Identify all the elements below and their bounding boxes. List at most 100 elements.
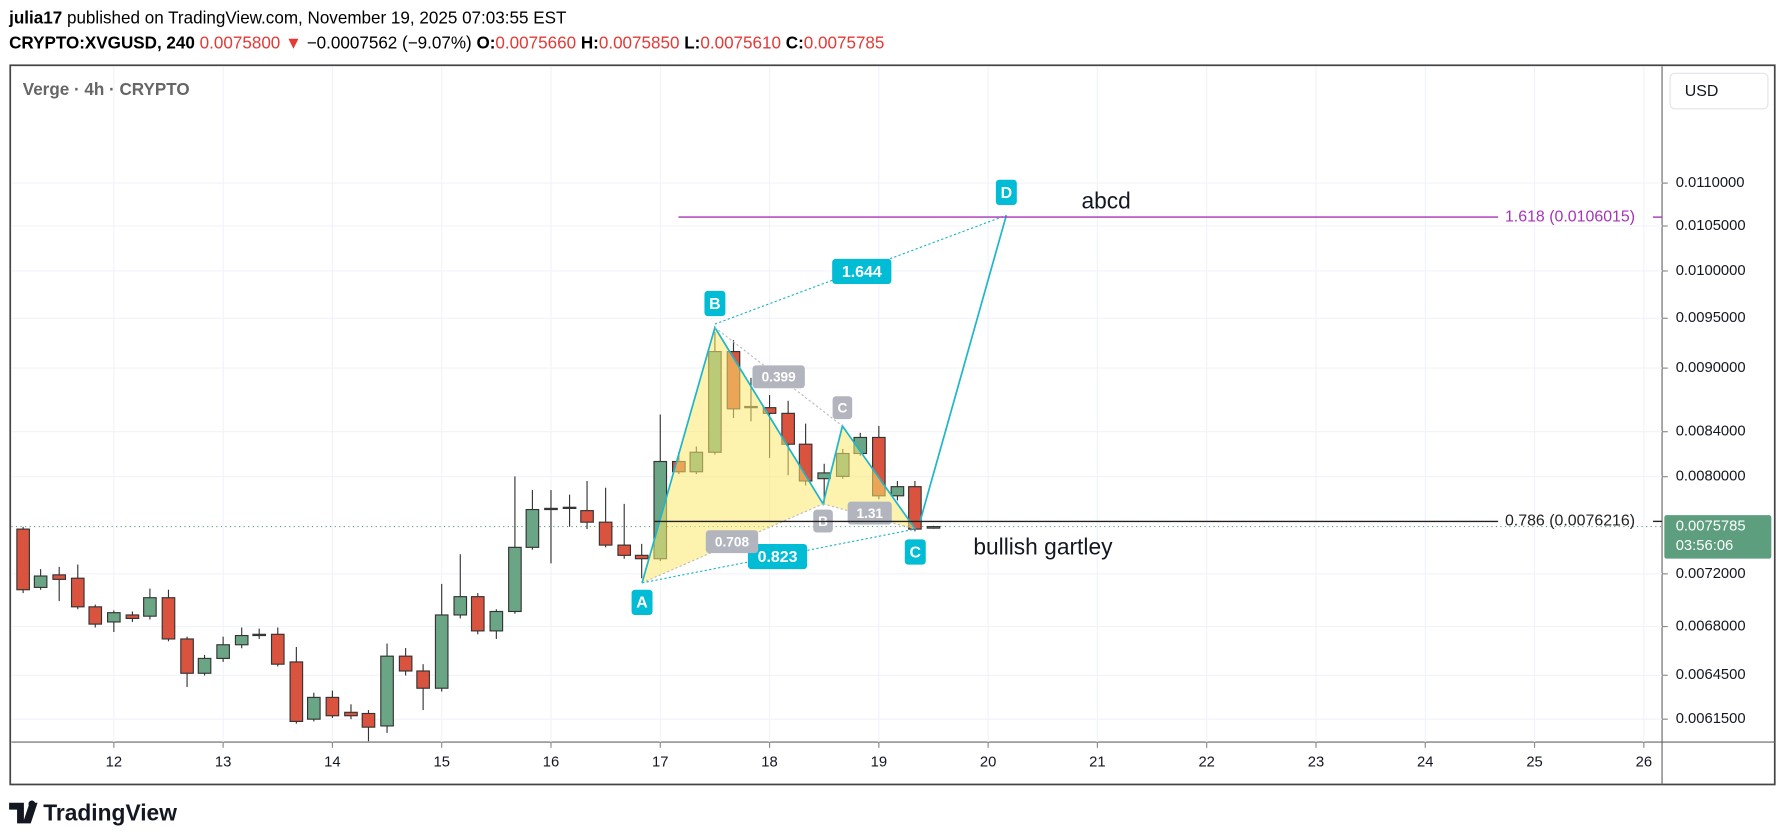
candle-body <box>270 633 285 665</box>
x-tick-label: 17 <box>652 755 668 771</box>
level-label: 1.618 (0.0106015) <box>1505 208 1635 225</box>
candle-body <box>781 412 795 445</box>
candle-body <box>216 644 230 659</box>
label-text: C <box>910 544 922 561</box>
candle-body <box>197 657 212 674</box>
abcd-line <box>919 215 1008 523</box>
chart-title: Verge · 4h · CRYPTO <box>23 80 190 99</box>
published: published on TradingView.com, November 1… <box>67 8 567 27</box>
label-box <box>832 258 892 285</box>
candle-body <box>161 597 176 640</box>
candle-body <box>470 596 485 632</box>
candle-body <box>926 526 941 529</box>
x-tick-label: 26 <box>1636 755 1652 771</box>
label-text: C <box>837 400 847 415</box>
candle-body <box>88 606 103 625</box>
l-label: L: <box>684 33 700 52</box>
candle-body <box>52 574 67 580</box>
candle-body <box>890 486 905 497</box>
x-tick-label: 14 <box>324 755 340 771</box>
x-tick-label: 16 <box>543 755 559 771</box>
y-tick-label: 0.0072000 <box>1676 566 1746 582</box>
symbol-line: CRYPTO:XVGUSD, 240 0.0075800 ▼ −0.000756… <box>9 33 884 52</box>
candle-body <box>344 711 358 717</box>
candle-body <box>307 696 321 720</box>
candle-body <box>489 610 504 632</box>
logo: TradingView <box>9 799 177 825</box>
label-box <box>847 501 892 525</box>
candle-body <box>289 661 304 722</box>
label-box <box>995 179 1017 205</box>
last: 0.0075800 <box>200 33 281 52</box>
candle-body <box>508 546 522 613</box>
x-tick-label: 18 <box>761 755 777 771</box>
x-tick-label: 23 <box>1308 755 1324 771</box>
currency[interactable]: USD <box>1685 83 1719 100</box>
y-tick-label: 0.0100000 <box>1676 263 1746 279</box>
x-tick-label: 21 <box>1089 755 1105 771</box>
candle-body <box>143 597 157 617</box>
x-tick-label: 25 <box>1526 755 1542 771</box>
label-box <box>904 539 926 565</box>
candle-body <box>416 670 430 689</box>
candle-body <box>234 634 249 646</box>
x-tick-label: 15 <box>433 755 449 771</box>
candle-body <box>598 521 613 546</box>
l: 0.0075610 <box>700 33 781 52</box>
candle-body <box>125 614 140 620</box>
candle-body <box>107 612 121 623</box>
pattern-fill <box>823 426 916 530</box>
currency-button[interactable] <box>1669 72 1769 110</box>
header-line: julia17 published on TradingView.com, No… <box>8 8 567 27</box>
price-label: 0.0075785 <box>1676 519 1746 535</box>
candle-body <box>33 575 48 588</box>
pattern-dotted <box>714 327 843 427</box>
arrow: ▼ <box>285 33 302 52</box>
candle-body <box>325 696 340 717</box>
candle-body <box>634 554 649 560</box>
h-label: H: <box>581 33 599 52</box>
candle-body <box>525 508 540 548</box>
o: 0.0075660 <box>495 33 576 52</box>
annotation-text: bullish gartley <box>973 534 1113 560</box>
pattern-fill <box>642 327 824 583</box>
candle-body <box>617 544 632 556</box>
candle-body <box>16 528 30 591</box>
y-tick-label: 0.0110000 <box>1676 175 1745 191</box>
y-tick-label: 0.0095000 <box>1676 310 1746 326</box>
y-tick-label: 0.0080000 <box>1676 469 1746 485</box>
candle-body <box>252 633 267 637</box>
candle-body <box>180 638 194 674</box>
label-text: A <box>636 595 648 612</box>
candle-body <box>562 506 577 510</box>
label-box <box>747 543 808 570</box>
label-text: 1.644 <box>842 264 882 281</box>
label-text: 1.31 <box>856 506 883 521</box>
c: 0.0075785 <box>804 33 885 52</box>
y-tick-label: 0.0084000 <box>1676 424 1746 440</box>
level-label: 0.786 (0.0076216) <box>1505 513 1635 530</box>
logo-text: TradingView <box>43 799 177 825</box>
candle-body <box>434 614 449 689</box>
label-box <box>704 290 726 317</box>
x-tick-label: 22 <box>1198 755 1214 771</box>
countdown: 03:56:06 <box>1676 538 1734 554</box>
y-tick-label: 0.0064500 <box>1676 667 1746 683</box>
label-text: 0.399 <box>762 370 797 385</box>
candle-body <box>544 507 558 511</box>
candle-body <box>580 510 594 523</box>
o-label: O: <box>476 33 495 52</box>
abcd-dotted <box>641 528 916 584</box>
price-label-box <box>1664 515 1772 559</box>
c-label: C: <box>786 33 804 52</box>
candle-body <box>398 655 413 672</box>
change: −0.0007562 (−9.07%) <box>307 33 472 52</box>
candle-body <box>817 472 832 480</box>
x-tick-label: 20 <box>980 755 996 771</box>
pattern-dotted <box>641 503 824 584</box>
chart-frame <box>9 64 1776 786</box>
h: 0.0075850 <box>599 33 680 52</box>
x-tick-label: 12 <box>106 755 122 771</box>
candle-body <box>361 712 376 728</box>
